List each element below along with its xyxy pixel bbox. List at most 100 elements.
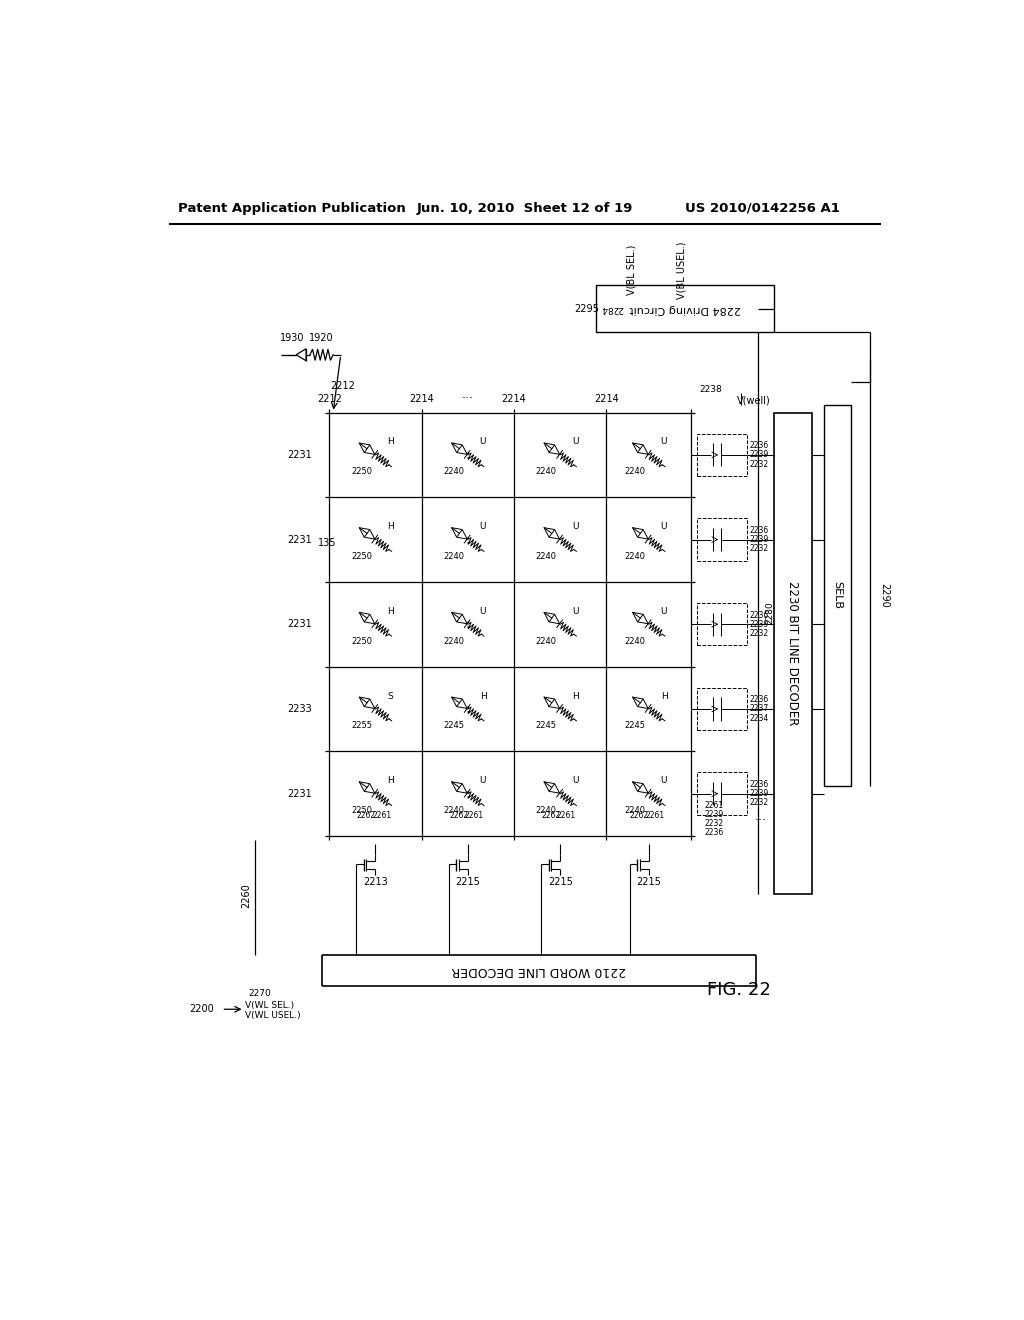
Text: V(well): V(well) <box>737 396 771 407</box>
Text: 2236: 2236 <box>750 525 769 535</box>
Bar <box>697 688 748 730</box>
Bar <box>697 519 748 561</box>
Text: H: H <box>387 523 394 531</box>
Text: H: H <box>387 607 394 616</box>
Text: U: U <box>479 776 486 785</box>
Text: 2290: 2290 <box>879 583 889 607</box>
Text: U: U <box>660 607 667 616</box>
Text: 2232: 2232 <box>750 799 769 808</box>
Text: Patent Application Publication: Patent Application Publication <box>178 202 407 215</box>
Text: 2238: 2238 <box>699 385 722 393</box>
Text: 2240: 2240 <box>536 552 557 561</box>
Text: 2213: 2213 <box>364 878 388 887</box>
Bar <box>596 285 773 331</box>
Text: 2284 Driving Circuit: 2284 Driving Circuit <box>629 304 740 314</box>
Text: 2261: 2261 <box>372 810 391 820</box>
Text: U: U <box>572 607 579 616</box>
Text: 2231: 2231 <box>288 450 312 459</box>
Text: 135: 135 <box>317 539 336 548</box>
Text: 2262: 2262 <box>542 810 560 820</box>
Text: V(WL USEL.): V(WL USEL.) <box>245 1011 300 1020</box>
Text: 2245: 2245 <box>443 722 465 730</box>
Text: 2232: 2232 <box>750 544 769 553</box>
Text: 2214: 2214 <box>502 393 526 404</box>
Text: 2231: 2231 <box>288 788 312 799</box>
Text: 2261: 2261 <box>557 810 575 820</box>
Text: 2232: 2232 <box>750 459 769 469</box>
Text: 2239: 2239 <box>750 620 769 628</box>
Text: H: H <box>572 692 579 701</box>
Text: 2215: 2215 <box>456 878 480 887</box>
Text: 2234: 2234 <box>750 714 769 722</box>
Text: 2210 WORD LINE DECODER: 2210 WORD LINE DECODER <box>452 964 626 977</box>
Text: 2240: 2240 <box>625 636 645 645</box>
Text: 2240: 2240 <box>625 467 645 477</box>
Bar <box>823 405 851 785</box>
Text: 2237: 2237 <box>750 705 769 713</box>
Text: U: U <box>572 776 579 785</box>
Text: 2236: 2236 <box>750 696 769 704</box>
Text: FIG. 22: FIG. 22 <box>707 981 771 999</box>
Text: H: H <box>387 776 394 785</box>
Text: 2232: 2232 <box>750 630 769 638</box>
Text: 2232: 2232 <box>705 820 724 828</box>
Text: 2280: 2280 <box>766 602 775 624</box>
Text: SELB: SELB <box>833 581 842 610</box>
Text: 2239: 2239 <box>705 810 724 818</box>
Text: 2261: 2261 <box>645 810 665 820</box>
Text: V(BL USEL.): V(BL USEL.) <box>676 242 686 298</box>
Text: U: U <box>660 523 667 531</box>
Text: 2245: 2245 <box>625 722 645 730</box>
Text: 2240: 2240 <box>443 807 465 814</box>
Text: 2250: 2250 <box>351 636 372 645</box>
Text: 2261: 2261 <box>465 810 483 820</box>
Text: 2240: 2240 <box>536 636 557 645</box>
Text: U: U <box>479 607 486 616</box>
Text: 2262: 2262 <box>356 810 376 820</box>
Text: 2261: 2261 <box>705 801 724 809</box>
Text: 2236: 2236 <box>750 611 769 619</box>
Text: 1930: 1930 <box>280 333 304 343</box>
Text: 2215: 2215 <box>636 878 662 887</box>
Text: 2262: 2262 <box>630 810 649 820</box>
Text: 2284: 2284 <box>600 304 624 313</box>
Text: 2212: 2212 <box>331 380 355 391</box>
Text: 2240: 2240 <box>625 807 645 814</box>
Text: 2240: 2240 <box>443 636 465 645</box>
Bar <box>697 603 748 645</box>
Text: 2240: 2240 <box>625 552 645 561</box>
Text: 2245: 2245 <box>536 722 557 730</box>
Text: 1920: 1920 <box>309 333 334 343</box>
Text: V(WL SEL.): V(WL SEL.) <box>245 1001 294 1010</box>
Text: 2214: 2214 <box>410 393 434 404</box>
Text: 2260: 2260 <box>241 883 251 908</box>
Text: 2240: 2240 <box>536 807 557 814</box>
Text: 2240: 2240 <box>443 467 465 477</box>
Text: 2239: 2239 <box>750 535 769 544</box>
Text: 2231: 2231 <box>288 535 312 545</box>
Text: 2239: 2239 <box>750 450 769 459</box>
Text: 2240: 2240 <box>536 467 557 477</box>
Text: 2250: 2250 <box>351 552 372 561</box>
Text: 2230 BIT LINE DECODER: 2230 BIT LINE DECODER <box>786 581 800 725</box>
Text: 2239: 2239 <box>750 789 769 799</box>
Text: 2295: 2295 <box>574 304 600 314</box>
Text: 2255: 2255 <box>351 722 372 730</box>
Text: 2233: 2233 <box>288 704 312 714</box>
Text: 2215: 2215 <box>548 878 572 887</box>
Bar <box>697 434 748 477</box>
Text: 2250: 2250 <box>351 467 372 477</box>
Text: H: H <box>660 692 668 701</box>
Text: 2236: 2236 <box>750 780 769 789</box>
Text: 2212: 2212 <box>316 393 342 404</box>
Text: :: : <box>466 618 470 631</box>
Text: U: U <box>660 437 667 446</box>
Text: :: : <box>466 787 470 801</box>
Text: 2214: 2214 <box>594 393 618 404</box>
Text: 2236: 2236 <box>705 829 724 837</box>
Text: 2250: 2250 <box>351 807 372 814</box>
Text: U: U <box>660 776 667 785</box>
Text: 2262: 2262 <box>449 810 468 820</box>
Bar <box>773 413 812 894</box>
Text: ...: ... <box>755 810 766 824</box>
